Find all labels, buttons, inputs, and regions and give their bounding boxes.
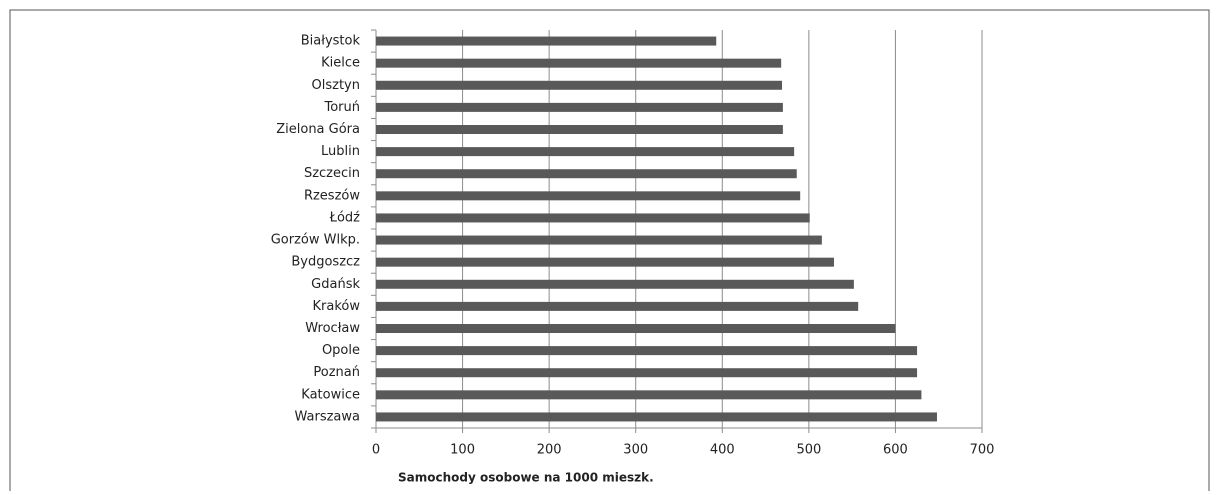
x-tick-label: 600 — [883, 443, 908, 458]
y-tick-label: Gorzów Wlkp. — [271, 233, 360, 248]
y-tick-label: Katowice — [301, 387, 360, 402]
y-tick-label: Wrocław — [305, 321, 360, 336]
bar — [376, 412, 937, 422]
bar — [376, 257, 834, 267]
y-tick-label: Rzeszów — [304, 188, 360, 203]
y-tick-label: Kielce — [321, 56, 360, 71]
y-tick-label: Toruń — [323, 100, 360, 115]
x-tick-label: 700 — [970, 443, 995, 458]
y-tick-label: Bydgoszcz — [291, 255, 360, 270]
bar — [376, 279, 854, 289]
x-tick-label: 500 — [796, 443, 821, 458]
y-tick-label: Gdańsk — [311, 277, 360, 292]
bar — [376, 390, 922, 400]
bar — [376, 346, 918, 356]
bar — [376, 169, 797, 179]
bar — [376, 324, 896, 333]
x-tick-label: 200 — [537, 443, 562, 458]
x-tick-label: 400 — [710, 443, 735, 458]
bar — [376, 58, 782, 68]
bar — [376, 235, 822, 245]
bar — [376, 191, 801, 201]
bar — [376, 301, 859, 311]
bar — [376, 147, 795, 157]
bar — [376, 213, 810, 223]
bar — [376, 102, 783, 112]
y-tick-label: Białystok — [301, 34, 361, 49]
y-tick-label: Szczecin — [304, 166, 360, 181]
bar — [376, 368, 918, 378]
y-tick-label: Olsztyn — [312, 78, 360, 93]
chart-frame — [9, 9, 1210, 491]
y-tick-label: Kraków — [313, 299, 361, 314]
bar — [376, 80, 783, 90]
x-axis-label: Samochody osobowe na 1000 mieszk. — [398, 471, 654, 485]
y-tick-label: Łódź — [329, 210, 361, 225]
x-tick-label: 300 — [623, 443, 648, 458]
bar — [376, 36, 717, 46]
x-tick-label: 0 — [372, 443, 380, 458]
y-tick-label: Zielona Góra — [276, 122, 360, 137]
bar — [376, 125, 783, 134]
y-tick-label: Lublin — [321, 144, 360, 159]
y-tick-label: Opole — [322, 343, 360, 358]
y-tick-label: Warszawa — [295, 409, 361, 424]
y-tick-label: Poznań — [313, 365, 360, 380]
x-tick-label: 100 — [450, 443, 475, 458]
